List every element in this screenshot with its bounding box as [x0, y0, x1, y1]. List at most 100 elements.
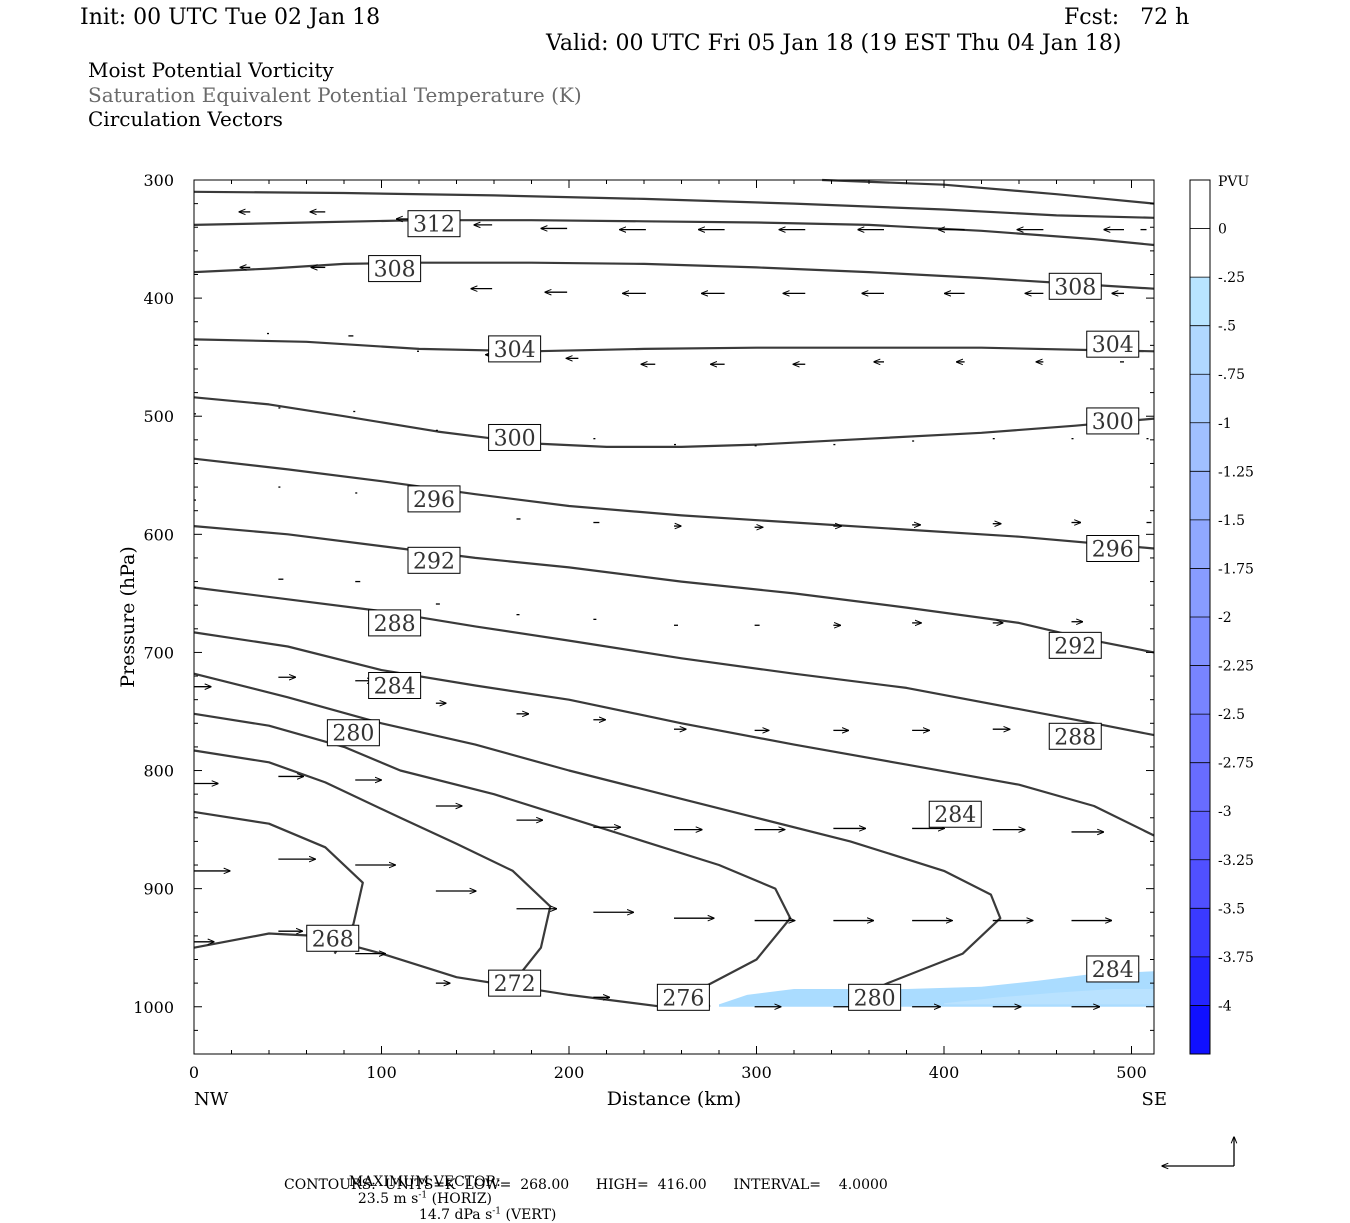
colorbar-swatch	[1190, 277, 1210, 327]
x-end-right: SE	[1142, 1089, 1167, 1110]
field-title-theta-e: Saturation Equivalent Potential Temperat…	[88, 83, 582, 107]
colorbar-swatch	[1190, 762, 1210, 812]
theta-e-contour-324	[193, 190, 1155, 219]
y-tick-label: 500	[143, 407, 174, 426]
contours-info: CONTOURS: UNITS=K LOW= 268.00 HIGH= 416.…	[284, 1177, 888, 1193]
colorbar-label: -3.25	[1218, 853, 1254, 869]
theta-e-contour-296	[193, 586, 1155, 737]
theta-e-contour-284	[193, 712, 792, 1008]
contour-label-304: 304	[488, 335, 542, 363]
forecast-hour: Fcst: 72 h	[1064, 5, 1190, 30]
colorbar-label: -.5	[1218, 319, 1236, 335]
svg-text:300: 300	[494, 426, 536, 451]
colorbar-swatch	[1190, 956, 1210, 1006]
svg-text:272: 272	[494, 972, 536, 997]
contour-label-268: 268	[306, 924, 360, 952]
colorbar-swatch	[1190, 228, 1210, 278]
contour-label-296: 296	[407, 485, 461, 513]
x-tick-label: 300	[741, 1063, 772, 1082]
contour-label-292: 292	[1048, 631, 1102, 659]
y-tick-label: 700	[143, 643, 174, 662]
valid-time: Valid: 00 UTC Fri 05 Jan 18 (19 EST Thu …	[546, 31, 1122, 56]
contour-label-284: 284	[368, 672, 422, 700]
contour-label-308: 308	[368, 255, 422, 283]
y-tick-label: 400	[143, 289, 174, 308]
colorbar-label: -2.75	[1218, 756, 1254, 772]
svg-text:292: 292	[413, 549, 455, 574]
contour-label-284: 284	[928, 800, 982, 828]
colorbar-swatch	[1190, 471, 1210, 521]
colorbar-label: -3.5	[1218, 901, 1245, 917]
colorbar-label: -1.25	[1218, 464, 1254, 480]
colorbar-swatch	[1190, 325, 1210, 375]
svg-text:280: 280	[854, 986, 896, 1011]
svg-text:308: 308	[1054, 275, 1096, 300]
colorbar-label: -.25	[1218, 270, 1245, 286]
contour-label-304: 304	[1086, 330, 1140, 358]
pv-shaded-core	[944, 989, 1154, 1005]
contour-label-292: 292	[407, 546, 461, 574]
svg-text:284: 284	[934, 803, 976, 828]
contour-label-280: 280	[848, 983, 902, 1011]
theta-e-contour-292	[193, 631, 1155, 837]
colorbar-swatch	[1190, 422, 1210, 472]
x-axis-title: Distance (km)	[607, 1088, 742, 1110]
max-vector-label: MAXIMUM VECTOR:	[348, 1174, 501, 1190]
y-tick-label: 600	[143, 525, 174, 544]
contour-label-288: 288	[368, 609, 422, 637]
max-vector-horiz: 23.5 m s-1 (HORIZ)	[357, 1190, 493, 1207]
colorbar-swatch	[1190, 374, 1210, 424]
colorbar-swatch	[1190, 665, 1210, 715]
svg-text:284: 284	[374, 675, 416, 700]
y-axis-title: Pressure (hPa)	[117, 546, 139, 688]
colorbar-swatch	[1190, 1005, 1210, 1055]
colorbar-swatch	[1190, 180, 1210, 230]
x-tick-label: 200	[554, 1063, 585, 1082]
theta-e-contour-328	[822, 178, 1155, 205]
svg-text:280: 280	[332, 722, 374, 747]
svg-text:288: 288	[1054, 725, 1096, 750]
theta-e-contour-304	[193, 457, 1155, 550]
theta-e-contour-272	[193, 932, 710, 1008]
y-tick-label: 1000	[133, 998, 174, 1017]
colorbar-label: -.75	[1218, 367, 1245, 383]
colorbar-unit: PVU	[1218, 174, 1250, 190]
colorbar-label: -1	[1218, 416, 1232, 432]
svg-text:288: 288	[374, 612, 416, 637]
svg-text:312: 312	[413, 213, 455, 238]
contour-label-300: 300	[1086, 407, 1140, 435]
contour-label-308: 308	[1048, 272, 1102, 300]
colorbar-swatch	[1190, 568, 1210, 618]
contour-label-272: 272	[488, 969, 542, 997]
field-title-pv: Moist Potential Vorticity	[88, 58, 334, 82]
reference-vector	[1162, 1137, 1234, 1166]
y-tick-label: 800	[143, 762, 174, 781]
x-tick-label: 400	[929, 1063, 960, 1082]
colorbar-label: -1.5	[1218, 513, 1245, 529]
svg-text:300: 300	[1092, 410, 1134, 435]
contour-label-280: 280	[326, 719, 380, 747]
x-end-left: NW	[194, 1089, 229, 1110]
x-tick-label: 0	[189, 1063, 199, 1082]
plot-frame	[193, 179, 1155, 1055]
svg-text:296: 296	[413, 488, 455, 513]
theta-e-contour-308	[193, 396, 1155, 448]
contour-label-284: 284	[1086, 955, 1140, 983]
contour-label-300: 300	[488, 423, 542, 451]
y-tick-label: 900	[143, 880, 174, 899]
colorbar-label: -3	[1218, 804, 1232, 820]
svg-text:304: 304	[494, 338, 536, 363]
colorbar-swatch	[1190, 908, 1210, 958]
colorbar-swatch	[1190, 519, 1210, 569]
colorbar-label: -1.75	[1218, 561, 1254, 577]
colorbar-swatch	[1190, 811, 1210, 861]
colorbar-label: -4	[1218, 998, 1232, 1014]
x-tick-label: 500	[1116, 1063, 1147, 1082]
colorbar-label: -3.75	[1218, 950, 1254, 966]
contour-label-276: 276	[656, 983, 710, 1011]
contour-label-288: 288	[1048, 722, 1102, 750]
colorbar-swatch	[1190, 714, 1210, 764]
svg-text:292: 292	[1054, 634, 1096, 659]
svg-text:304: 304	[1092, 333, 1134, 358]
